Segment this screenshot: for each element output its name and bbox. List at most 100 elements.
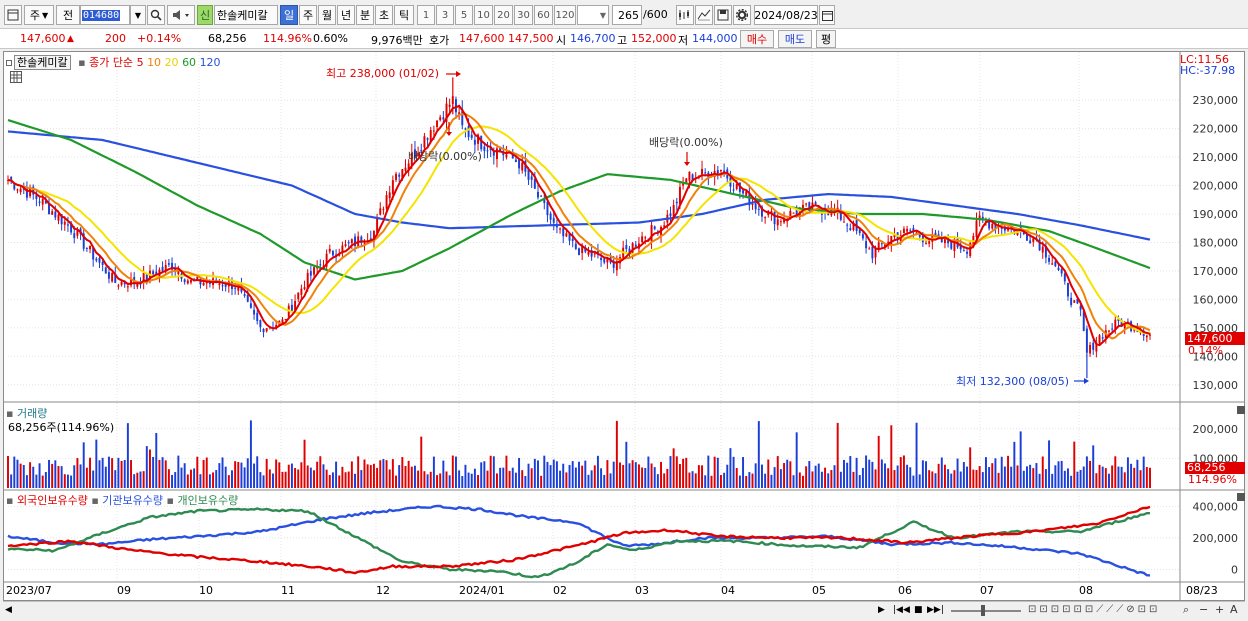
buy-button[interactable]: 매수	[740, 30, 774, 48]
interval-20[interactable]: 20	[494, 5, 513, 25]
volume-bar	[656, 474, 659, 488]
ma10-legend: 10	[147, 56, 162, 69]
zoom-out-icon[interactable]: −	[1199, 603, 1209, 616]
save-icon[interactable]	[714, 5, 732, 25]
volume-bar	[357, 456, 360, 488]
candle-body	[379, 208, 382, 215]
interval-60[interactable]: 60	[534, 5, 553, 25]
compare-icon[interactable]	[695, 5, 713, 25]
volume-tick-label: 200,000	[1193, 423, 1239, 436]
volume-bar	[742, 457, 745, 488]
chart-tools-icons[interactable]: ⊡⊡⊡⊡⊡⊡⟋⟋⟋⊘⊡⊡	[1028, 604, 1161, 615]
count-input[interactable]: 265	[612, 5, 642, 25]
volume-bar	[350, 461, 353, 488]
volume-bar	[294, 468, 297, 488]
volume-bar	[385, 460, 388, 488]
volume-bar	[590, 470, 593, 488]
candle-body	[306, 272, 309, 289]
interval-1[interactable]: 1	[417, 5, 435, 25]
panel-marker-icon: ▪	[6, 407, 14, 420]
interval-custom-select[interactable]: ▼	[577, 5, 609, 25]
price-change: 200	[105, 32, 126, 45]
price-panel-stock-name[interactable]: 한솔케미칼	[14, 55, 71, 70]
interval-30[interactable]: 30	[514, 5, 533, 25]
y-tick-label: 220,000	[1193, 123, 1239, 136]
volume-bar	[887, 468, 890, 488]
volume-bar	[486, 470, 489, 488]
candle-body	[757, 208, 760, 210]
close-icon[interactable]	[1237, 493, 1245, 501]
scroll-last-icon[interactable]: ▶▶|	[927, 605, 944, 615]
stop-icon[interactable]: ■	[914, 605, 923, 615]
tab-weekly[interactable]: 주	[299, 5, 317, 25]
scroll-left-icon[interactable]: ◀	[5, 605, 12, 615]
zoom-slider-handle[interactable]	[981, 605, 985, 616]
scroll-first-icon[interactable]: |◀◀	[893, 605, 910, 615]
stock-code-input[interactable]: 014680	[80, 5, 130, 25]
zoom-search-icon[interactable]: ⌕	[1183, 603, 1190, 616]
volume-bar	[76, 458, 79, 488]
volume-bar	[309, 467, 312, 488]
close-icon[interactable]	[1237, 406, 1245, 414]
sound-icon[interactable]	[167, 5, 195, 25]
volume-bar	[193, 468, 196, 488]
tab-yearly[interactable]: 년	[337, 5, 355, 25]
candle-body	[174, 268, 177, 272]
interval-5[interactable]: 5	[455, 5, 473, 25]
tab-monthly[interactable]: 월	[318, 5, 336, 25]
volume-bar	[779, 469, 782, 488]
volume-bar	[824, 467, 827, 488]
candle-body	[688, 171, 691, 181]
candle-body	[294, 300, 297, 313]
volume-bar	[795, 432, 798, 488]
indicator-icon[interactable]	[676, 5, 694, 25]
volume-bar	[697, 465, 700, 488]
candle-body	[429, 130, 432, 142]
tab-minute[interactable]: 분	[356, 5, 374, 25]
volume-bar	[372, 463, 375, 488]
volume-bar	[316, 461, 319, 488]
chart-menu-icon[interactable]	[4, 5, 22, 25]
volume-bar	[85, 467, 88, 488]
sell-button[interactable]: 매도	[778, 30, 812, 48]
volume-bar	[723, 472, 726, 488]
period-week-select[interactable]: 주 ▼	[24, 5, 54, 25]
grid-table-icon[interactable]	[10, 71, 22, 83]
volume-bar	[814, 465, 817, 488]
volume-bar	[682, 458, 685, 488]
chart-area[interactable]: 130,000 140,000 150,000 160,000 170,000 180,0…	[3, 51, 1245, 601]
candle-body	[164, 264, 167, 272]
volume-bar	[943, 464, 946, 488]
zoom-in-icon[interactable]: +	[1215, 603, 1225, 616]
search-icon[interactable]	[147, 5, 165, 25]
ask-price: 147,600	[459, 32, 505, 45]
candle-body	[205, 282, 208, 284]
code-dropdown-icon[interactable]: ▼	[130, 5, 146, 25]
chart-canvas[interactable]: 130,000 140,000 150,000 160,000 170,000 180,0…	[4, 52, 1244, 600]
ma120-line	[7, 130, 1151, 241]
date-input[interactable]: 2024/08/23	[754, 5, 818, 25]
eval-button[interactable]: 평	[816, 30, 836, 48]
tab-tick[interactable]: 틱	[394, 5, 414, 25]
tab-second[interactable]: 초	[375, 5, 393, 25]
bottom-scrollbar[interactable]: ◀ ▶ |◀◀ ■ ▶▶| ⊡⊡⊡⊡⊡⊡⟋⟋⟋⊘⊡⊡ ⌕ − + A	[3, 601, 1245, 619]
prev-button[interactable]: 전	[56, 5, 80, 25]
gear-icon[interactable]	[733, 5, 751, 25]
volume-bar	[600, 468, 603, 488]
candle-body	[884, 244, 886, 247]
volume-bar	[637, 464, 640, 488]
candle-body	[940, 236, 943, 243]
tab-daily[interactable]: 일	[280, 5, 298, 25]
volume-bar	[16, 459, 19, 488]
interval-120[interactable]: 120	[554, 5, 576, 25]
calendar-icon[interactable]	[819, 5, 835, 25]
volume-bar	[817, 463, 820, 488]
volume-bar	[1038, 473, 1041, 488]
zoom-slider[interactable]	[951, 610, 1021, 612]
volume-bar	[256, 456, 259, 488]
interval-3[interactable]: 3	[436, 5, 454, 25]
font-size-icon[interactable]: A	[1230, 603, 1238, 616]
volume-bar	[836, 422, 839, 488]
scroll-right-icon[interactable]: ▶	[878, 605, 885, 615]
interval-10[interactable]: 10	[474, 5, 493, 25]
